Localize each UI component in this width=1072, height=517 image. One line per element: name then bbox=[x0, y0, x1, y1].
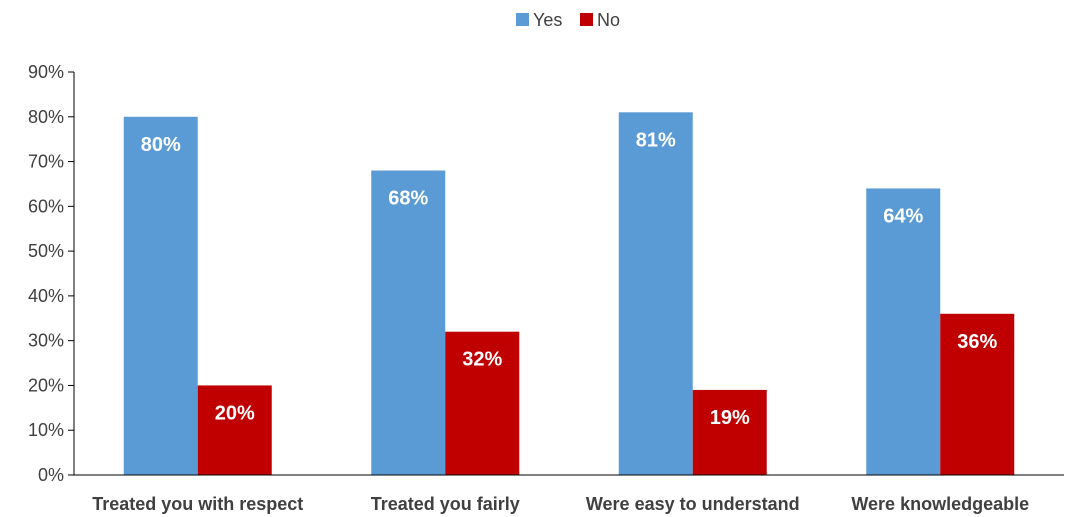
y-tick-label: 10% bbox=[28, 420, 64, 440]
data-label: 19% bbox=[710, 407, 750, 429]
bar-no bbox=[197, 385, 272, 475]
data-label: 32% bbox=[462, 349, 502, 371]
y-tick-label: 0% bbox=[38, 465, 64, 485]
y-tick-label: 90% bbox=[28, 62, 64, 82]
bar-yes bbox=[866, 188, 941, 475]
data-label: 64% bbox=[883, 205, 923, 227]
legend-swatch-no bbox=[580, 13, 593, 26]
legend-label-no: No bbox=[597, 10, 620, 30]
data-label: 80% bbox=[141, 134, 181, 156]
y-tick-label: 70% bbox=[28, 152, 64, 172]
y-tick-label: 50% bbox=[28, 241, 64, 261]
y-axis: 0% 10% 20% 30% 40% 50% 60% 70% 80% 90% bbox=[28, 62, 75, 485]
y-tick-label: 30% bbox=[28, 331, 64, 351]
y-tick-label: 60% bbox=[28, 196, 64, 216]
bar-yes bbox=[123, 116, 198, 476]
category-label: Were knowledgeable bbox=[851, 494, 1029, 514]
y-tick-label: 40% bbox=[28, 286, 64, 306]
bar-no bbox=[692, 389, 767, 475]
data-label: 81% bbox=[636, 129, 676, 151]
data-label: 20% bbox=[215, 402, 255, 424]
y-tick-label: 80% bbox=[28, 107, 64, 127]
bar-yes bbox=[371, 170, 446, 475]
category-label: Treated you fairly bbox=[371, 494, 520, 514]
data-label: 68% bbox=[388, 188, 428, 210]
legend-label-yes: Yes bbox=[533, 10, 562, 30]
legend: Yes No bbox=[516, 10, 620, 30]
category-label: Were easy to understand bbox=[586, 494, 800, 514]
x-axis: Treated you with respect Treated you fair… bbox=[74, 474, 1064, 514]
bars: 80% 20% 68% 32% 81% 19% 64% 36% bbox=[123, 112, 1015, 476]
bar-yes bbox=[618, 112, 693, 476]
category-label: Treated you with respect bbox=[92, 494, 303, 514]
bar-no bbox=[940, 313, 1015, 475]
y-tick-label: 20% bbox=[28, 375, 64, 395]
bar-no bbox=[445, 331, 520, 475]
data-label: 36% bbox=[957, 331, 997, 353]
legend-swatch-yes bbox=[516, 13, 529, 26]
